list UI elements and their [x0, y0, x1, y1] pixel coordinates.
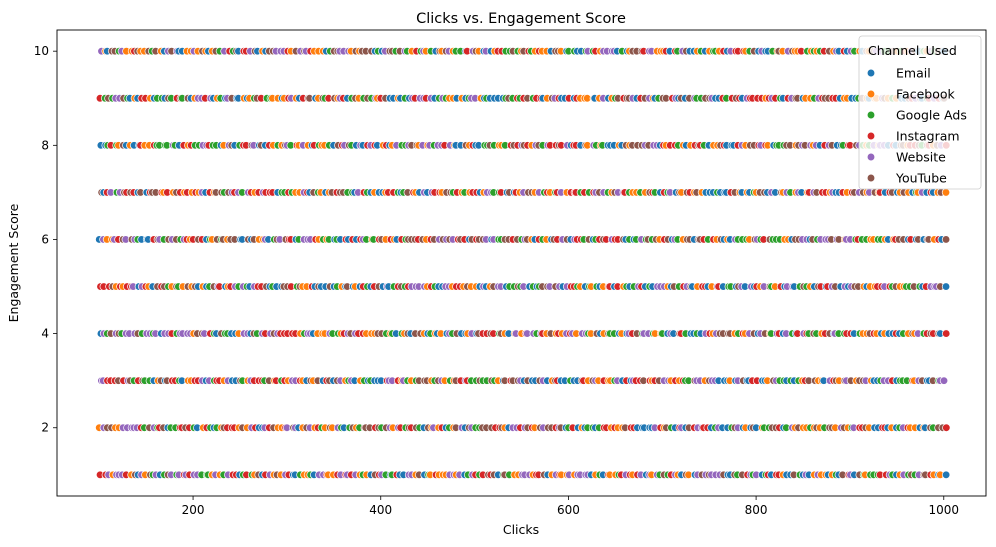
legend-marker — [866, 131, 876, 141]
data-point — [941, 235, 951, 244]
data-point — [941, 282, 951, 291]
legend-label: Instagram — [896, 129, 960, 144]
y-tick-label: 4 — [41, 327, 49, 341]
legend-marker — [866, 68, 876, 78]
x-tick-label: 1000 — [928, 503, 959, 517]
legend-items: Email Facebook Google Ads Instagram Website Y… — [866, 66, 967, 186]
data-point — [942, 329, 951, 338]
legend-marker — [866, 173, 876, 183]
y-tick-label: 6 — [41, 232, 49, 246]
x-axis-ticks: 200 400 600 800 1000 — [182, 496, 959, 517]
legend-label: Website — [896, 150, 946, 165]
y-axis-ticks: 2 4 6 8 10 — [34, 44, 57, 435]
x-tick-label: 400 — [369, 503, 392, 517]
legend-label: YouTube — [895, 171, 947, 186]
legend: Channel_Used Email Facebook Google Ads Inst… — [858, 35, 982, 190]
x-tick-label: 200 — [182, 503, 205, 517]
data-point — [941, 470, 951, 479]
y-tick-label: 10 — [34, 44, 49, 58]
legend-label: Facebook — [896, 87, 955, 102]
scatter-points — [95, 47, 951, 479]
legend-marker — [866, 89, 876, 99]
chart-title: Clicks vs. Engagement Score — [416, 11, 626, 27]
y-tick-label: 8 — [41, 138, 49, 152]
x-tick-label: 800 — [745, 503, 768, 517]
legend-label: Google Ads — [896, 108, 967, 123]
y-axis-label: Engagement Score — [6, 203, 21, 322]
x-axis-label: Clicks — [503, 522, 539, 537]
legend-box — [858, 35, 982, 190]
legend-label: Email — [896, 66, 931, 81]
data-point — [942, 423, 951, 432]
data-point — [941, 188, 951, 197]
legend-marker — [866, 110, 876, 120]
legend-marker — [866, 152, 876, 162]
y-tick-label: 2 — [41, 421, 49, 435]
x-tick-label: 600 — [557, 503, 580, 517]
legend-title: Channel_Used — [868, 43, 957, 58]
plot-frame — [56, 29, 987, 497]
data-point — [939, 376, 949, 385]
